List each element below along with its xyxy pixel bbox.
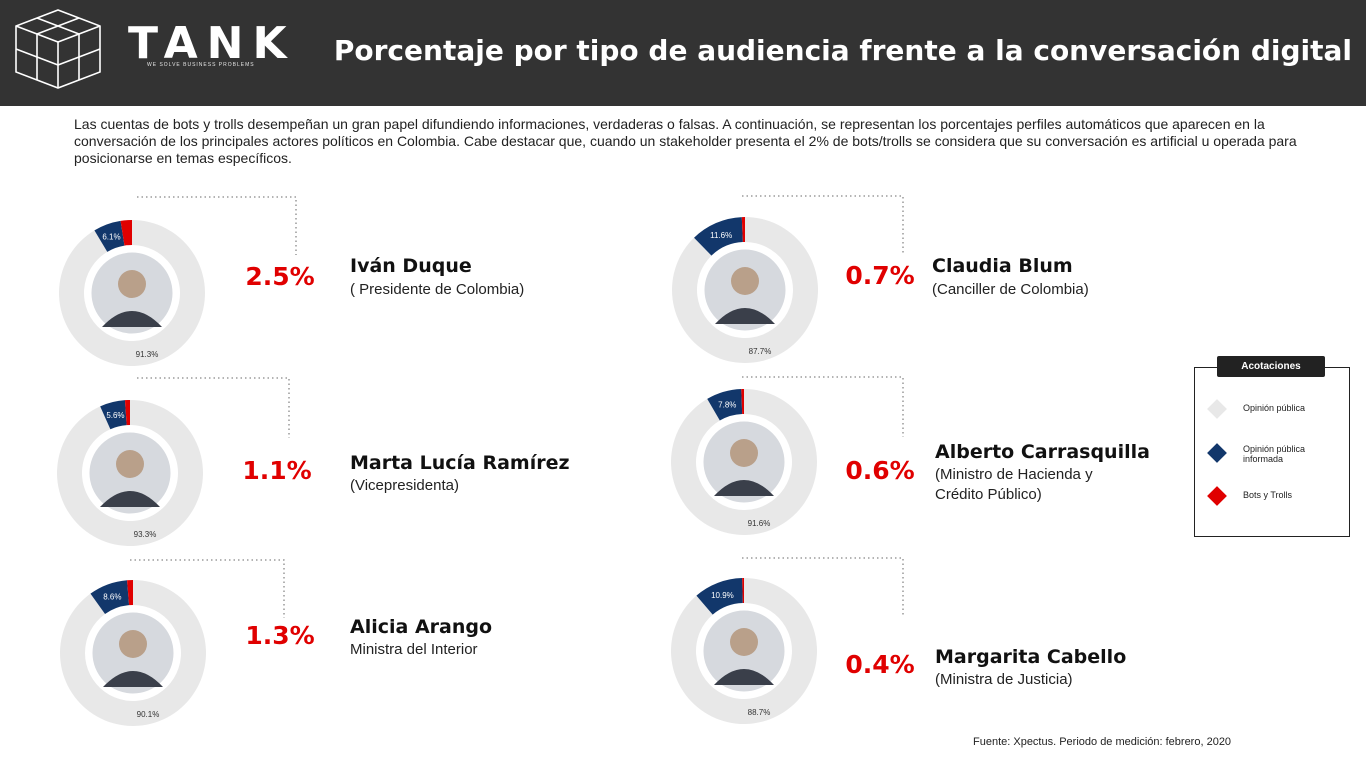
segment-bots-trolls [120,220,132,246]
donut-chart: 6.1% 91.3% 2.5% [59,196,315,367]
segment-label-opinion-publica: 91.3% [136,350,159,359]
segment-bots-trolls [742,578,744,604]
bots-percentage-label: 0.4% [845,650,914,679]
segment-bots-trolls [124,400,130,426]
avatar-head [730,628,758,656]
legend-label: Opinión pública [1243,403,1306,413]
segment-label-opinion-publica: 91.6% [748,519,771,528]
actor-role: (Ministra de Justicia) [935,671,1073,688]
connector-line [742,195,904,253]
segment-opinion-informada [696,578,743,615]
legend-swatch [1207,399,1227,419]
segment-opinion-informada [707,389,743,421]
legend-title: Acotaciones [1217,356,1325,377]
segment-bots-trolls [127,580,133,606]
intro-paragraph: Las cuentas de bots y trolls desempeñan … [74,116,1297,166]
actor-name: Iván Duque [350,255,472,277]
donut-chart: 11.6% 87.7% 0.7% [672,195,915,363]
actor-name: Marta Lucía Ramírez [350,452,570,474]
avatar-head [118,270,146,298]
bots-percentage-label: 2.5% [245,262,314,291]
avatar-head [116,450,144,478]
segment-opinion-informada [100,400,127,430]
logo-text: TANK [128,18,296,69]
avatar-head [119,630,147,658]
segment-opinion-publica [672,217,819,363]
actor-role: (Vicepresidenta) [350,477,459,494]
bots-percentage-label: 1.3% [245,621,314,650]
legend-item-opinion-publica: Opinión pública [1207,397,1338,427]
actor-role: (Ministro de Hacienda y Crédito Público) [935,466,1093,503]
segment-opinion-informada [94,220,125,252]
bots-percentage-label: 0.6% [845,456,914,485]
segment-opinion-publica [670,578,817,725]
bots-percentage-label: 0.7% [845,261,914,290]
segment-opinion-publica [670,389,818,536]
logo-tagline: WE SOLVE BUSINESS PROBLEMS [147,62,255,68]
donut-chart: 10.9% 88.7% 0.4% [670,557,915,725]
bots-percentage-label: 1.1% [242,456,311,485]
donut-chart: 7.8% 91.6% 0.6% [670,376,915,536]
avatar-head [731,267,759,295]
legend-item-opinion-informada: Opinión pública informada [1207,441,1338,471]
actor-name: Claudia Blum [932,255,1073,277]
page-title: Porcentaje por tipo de audiencia frente … [333,34,1352,67]
actor-name: Alicia Arango [350,616,493,638]
source-note: Fuente: Xpectus. Periodo de medición: fe… [973,736,1232,748]
actor-name: Alberto Carrasquilla [935,441,1150,463]
segment-label-opinion-publica: 87.7% [749,347,772,356]
header-bar: TANK WE SOLVE BUSINESS PROBLEMS Porcenta… [0,0,1366,106]
avatar-body [103,671,163,687]
segment-label-informada: 10.9% [711,591,734,600]
segment-opinion-informada [90,580,130,614]
legend-swatch [1207,443,1227,463]
segment-opinion-informada [694,217,743,256]
avatar-body [715,308,775,324]
segment-bots-trolls [741,217,745,243]
avatar-body [100,491,160,507]
segment-label-informada: 6.1% [102,233,120,242]
legend-swatch [1207,486,1227,506]
connector-line [137,196,297,255]
actor-role: Ministra del Interior [350,641,478,658]
donut-chart: 8.6% 90.1% 1.3% [59,559,315,726]
segment-label-opinion-publica: 88.7% [748,708,771,717]
connector-line [130,559,285,618]
actor-role: (Canciller de Colombia) [932,281,1089,298]
legend-label: Opinión pública informada [1243,444,1306,464]
segment-label-informada: 5.6% [106,411,124,420]
segment-opinion-publica [59,580,206,726]
actor-role: ( Presidente de Colombia) [350,281,525,298]
avatar-body [714,669,774,685]
avatar-body [102,311,162,327]
segment-label-informada: 7.8% [718,400,736,409]
cube-logo-icon [15,9,101,89]
segment-label-informada: 11.6% [710,231,732,240]
donut-chart: 5.6% 93.3% 1.1% [56,377,312,546]
segment-label-opinion-publica: 90.1% [137,710,160,719]
legend-item-bots-trolls: Bots y Trolls [1207,484,1338,514]
segment-opinion-publica [59,220,206,367]
avatar-head [730,439,758,467]
avatar-body [714,480,774,496]
segment-label-informada: 8.6% [103,593,121,602]
connector-line [137,377,290,438]
legend-label: Bots y Trolls [1243,490,1293,500]
segment-label-opinion-publica: 93.3% [134,530,157,539]
actor-name: Margarita Cabello [935,646,1127,668]
segment-opinion-publica [56,400,203,546]
segment-bots-trolls [741,389,744,415]
